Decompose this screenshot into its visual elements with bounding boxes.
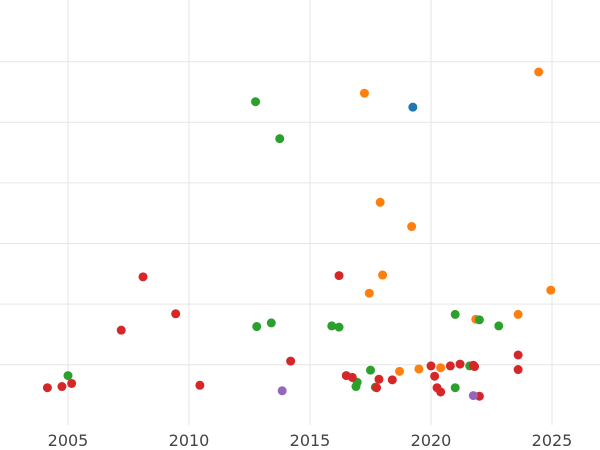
data-point (266, 318, 276, 328)
data-point (436, 363, 446, 373)
data-point (366, 365, 375, 375)
data-point (171, 309, 181, 319)
x-tick-label: 2020 (411, 431, 452, 450)
data-point (138, 272, 148, 282)
x-tick-label: 2025 (532, 431, 573, 450)
data-point (286, 356, 296, 366)
data-point (67, 378, 77, 388)
data-point (116, 325, 126, 335)
data-point (378, 270, 388, 280)
x-tick-label: 2010 (169, 431, 210, 450)
x-axis-ticks: 2005 2010 2015 2020 2025 (48, 431, 573, 450)
data-point (426, 361, 436, 371)
data-point (546, 285, 556, 295)
data-points (42, 67, 556, 401)
data-point (334, 322, 344, 332)
data-point (387, 375, 397, 385)
data-point (334, 271, 344, 281)
data-point (534, 67, 544, 77)
data-point (374, 374, 384, 384)
data-point (57, 382, 67, 392)
data-point (436, 387, 446, 397)
data-point (445, 361, 455, 371)
data-point (359, 88, 369, 98)
data-point (450, 309, 460, 319)
data-point (414, 364, 424, 374)
data-point (513, 365, 523, 375)
data-point (364, 288, 374, 298)
grid (0, 0, 600, 425)
data-point (375, 197, 385, 207)
data-point (251, 97, 261, 107)
data-point (275, 134, 285, 144)
data-point (513, 350, 523, 360)
data-point (430, 371, 440, 381)
data-point (351, 382, 361, 392)
data-point (372, 383, 382, 393)
data-point (468, 391, 478, 401)
data-point (42, 383, 52, 393)
data-point (195, 380, 205, 390)
data-point (63, 371, 73, 381)
data-point (513, 309, 523, 319)
data-point (408, 102, 418, 112)
data-point (494, 321, 504, 331)
data-point (407, 222, 417, 232)
data-point (277, 386, 287, 396)
data-point (450, 383, 460, 393)
data-point (474, 315, 484, 325)
data-point (455, 359, 465, 369)
data-point (252, 322, 262, 332)
x-tick-label: 2005 (48, 431, 89, 450)
data-point (347, 372, 357, 382)
data-point (470, 362, 480, 372)
data-point (327, 321, 337, 331)
data-point (395, 366, 405, 376)
x-tick-label: 2015 (290, 431, 331, 450)
